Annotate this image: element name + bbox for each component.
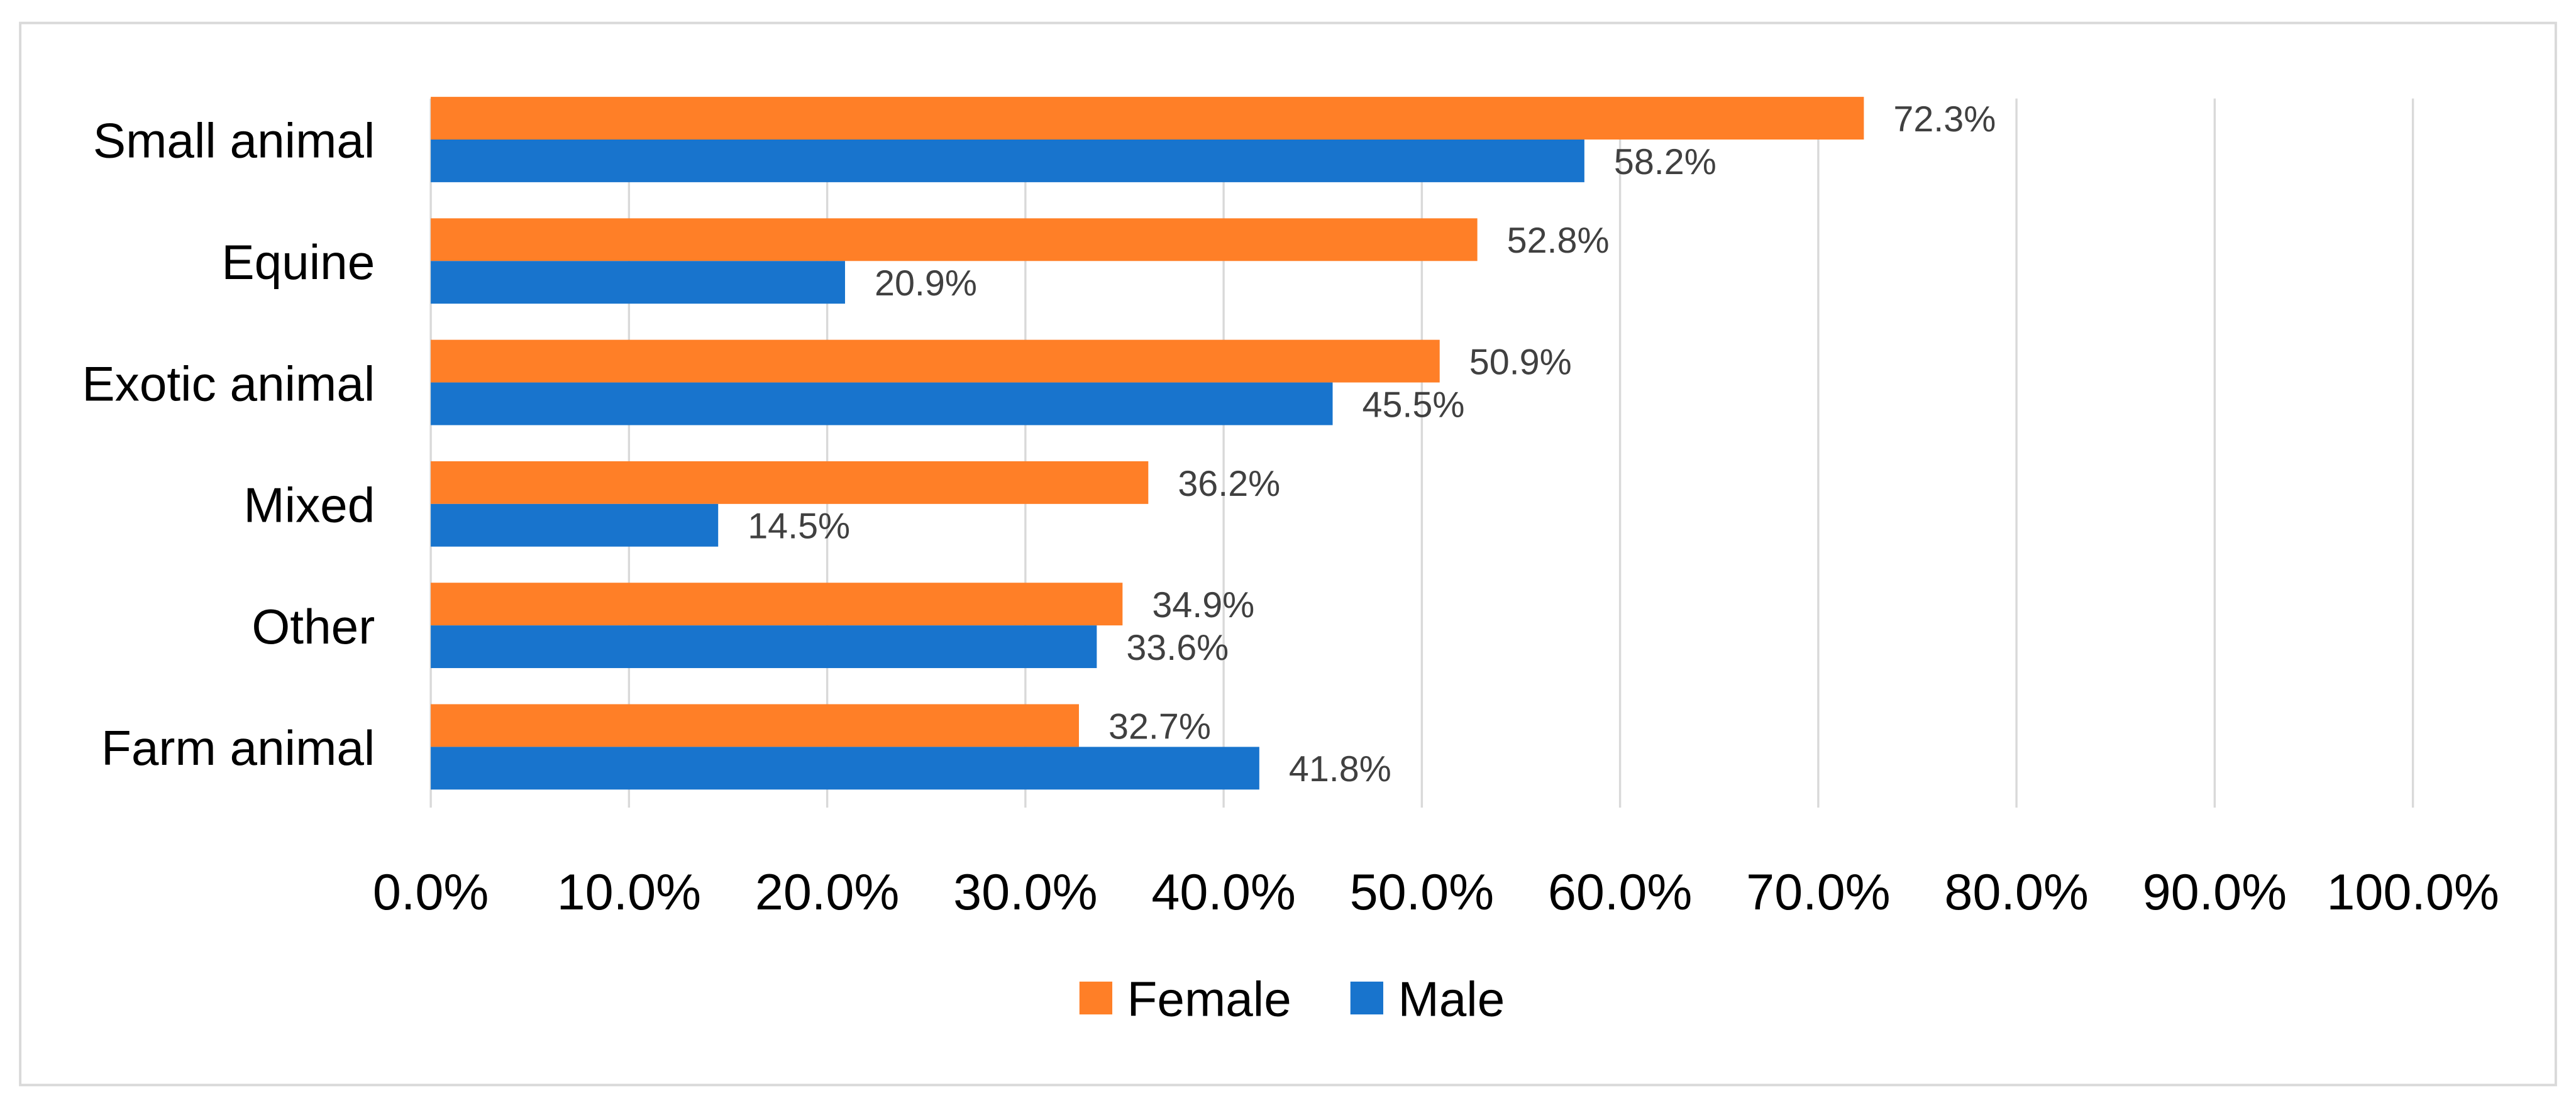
bar-female [431,339,1440,383]
x-tick-label: 100.0% [2326,864,2499,921]
x-tick-labels: 0.0% 10.0% 20.0% 30.0% 40.0% 50.0% 60.0% 70.0% 8… [373,864,2499,921]
category-label: Farm animal [101,720,375,776]
bar-male [431,140,1584,182]
data-label: 72.3% [1893,99,1996,140]
bar-female [431,583,1123,626]
bar-male [431,261,845,304]
data-label: 45.5% [1363,385,1465,425]
gridlines [429,98,2414,808]
legend-label: Female [1127,972,1291,1027]
bar-female [431,461,1149,504]
category-label: Other [252,599,375,654]
legend: Female Male [1079,972,1505,1027]
data-label: 58.2% [1614,142,1716,182]
data-label: 14.5% [748,507,850,547]
bar-male [431,747,1259,790]
bar-female [431,218,1478,261]
category-label: Equine [221,234,375,290]
data-label: 34.9% [1152,585,1254,625]
data-label: 36.2% [1178,464,1280,504]
bar-male [431,382,1333,425]
bar-male [431,503,719,547]
bar-female [431,97,1864,140]
legend-swatch-female [1079,981,1113,1015]
x-tick-label: 70.0% [1746,864,1891,921]
x-tick-label: 30.0% [953,864,1098,921]
x-tick-label: 60.0% [1548,864,1693,921]
x-tick-label: 40.0% [1151,864,1296,921]
chart-border [19,21,2557,1087]
legend-swatch-male [1350,981,1383,1015]
category-label: Small animal [93,113,375,168]
x-tick-label: 80.0% [1944,864,2089,921]
category-label: Exotic animal [82,356,375,411]
bar-male [431,625,1097,669]
data-label: 41.8% [1289,749,1391,789]
x-tick-label: 50.0% [1350,864,1495,921]
x-tick-label: 20.0% [755,864,900,921]
data-label: 52.8% [1507,221,1610,261]
x-tick-label: 10.0% [557,864,702,921]
legend-label: Male [1398,972,1505,1027]
category-label: Mixed [243,478,375,533]
data-label: 20.9% [875,263,977,304]
bar-female [431,704,1079,747]
data-label: 33.6% [1126,628,1229,668]
x-tick-label: 0.0% [373,864,489,921]
data-label: 50.9% [1469,343,1572,383]
bars: 72.3% 58.2%52.8% 20.9% 50.9%45.5% 36.2% 14.5%… [431,97,1996,790]
data-label: 32.7% [1108,706,1211,747]
x-tick-label: 90.0% [2143,864,2287,921]
category-labels: Small animal Equine Exotic animal Mixed Othe… [82,113,375,776]
